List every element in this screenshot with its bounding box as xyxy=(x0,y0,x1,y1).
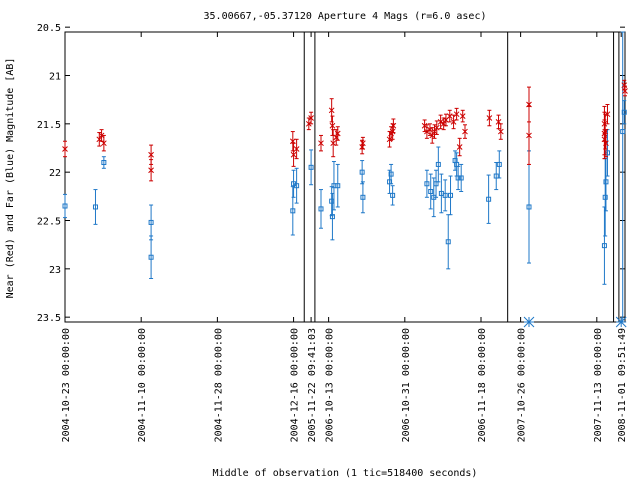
far-point xyxy=(92,204,98,210)
near-point xyxy=(318,140,324,147)
near-point xyxy=(497,128,504,135)
near-point xyxy=(305,120,312,127)
x-tick-label: 2005-11-22 09:41:03 xyxy=(307,328,318,442)
far-point xyxy=(335,183,341,189)
y-tick-label: 23 xyxy=(49,265,61,276)
near-point xyxy=(421,122,428,129)
near-point xyxy=(334,130,341,137)
near-point xyxy=(329,122,336,129)
near-point xyxy=(429,132,436,139)
near-point xyxy=(486,115,493,121)
near-point xyxy=(446,113,453,119)
x-tick-label: 2007-11-13 00:00:00 xyxy=(593,328,604,442)
big-star-marker xyxy=(523,316,535,328)
far-point xyxy=(448,192,454,198)
x-axis-label: Middle of observation (1 tic=518400 seco… xyxy=(213,468,478,479)
far-point xyxy=(486,196,492,202)
x-tick-label: 2006-11-18 00:00:00 xyxy=(477,328,488,442)
near-series xyxy=(62,79,628,182)
far-point xyxy=(620,129,626,135)
x-tick-label: 2006-10-13 00:00:00 xyxy=(325,328,336,442)
near-point xyxy=(98,132,105,139)
far-point xyxy=(359,169,365,175)
near-point xyxy=(526,132,532,139)
near-point xyxy=(308,115,314,121)
far-point xyxy=(290,208,296,214)
y-tick-label: 20.5 xyxy=(37,23,61,34)
big-star-marker xyxy=(615,316,627,328)
segment-break-lines xyxy=(303,32,620,322)
x-tick-label: 2004-11-28 00:00:00 xyxy=(213,328,224,442)
far-point xyxy=(148,254,154,260)
far-point xyxy=(428,189,434,194)
far-point xyxy=(455,175,461,181)
near-point xyxy=(62,146,68,152)
far-point xyxy=(442,192,448,198)
far-point xyxy=(424,181,430,187)
near-point xyxy=(328,107,335,114)
far-point xyxy=(601,243,607,249)
x-tick-label: 2007-10-26 00:00:00 xyxy=(517,328,528,442)
near-point xyxy=(603,140,609,147)
far-point xyxy=(318,206,324,212)
y-tick-label: 23.5 xyxy=(37,313,61,324)
far-point xyxy=(148,219,154,225)
far-point xyxy=(458,175,464,181)
near-point xyxy=(456,144,463,150)
far-point xyxy=(390,192,396,198)
x-axis: 2004-10-23 00:00:00 2004-11-10 00:00:00 20… xyxy=(61,32,628,442)
y-tick-label: 21 xyxy=(49,72,61,83)
near-point xyxy=(437,119,444,125)
near-point xyxy=(459,113,466,119)
y-tick-label: 22 xyxy=(49,168,61,179)
far-point xyxy=(308,164,314,170)
near-point xyxy=(389,128,396,135)
far-point xyxy=(493,173,499,179)
x-tick-label: 2004-10-23 00:00:00 xyxy=(61,328,72,442)
near-point xyxy=(462,128,468,135)
y-tick-label: 21.5 xyxy=(37,120,61,131)
near-point xyxy=(148,151,154,158)
x-tick-label: 2006-10-31 00:00:00 xyxy=(401,328,412,442)
far-point xyxy=(603,179,609,185)
near-point xyxy=(621,82,628,89)
far-point xyxy=(388,171,394,177)
near-point xyxy=(101,140,107,147)
far-point xyxy=(329,214,335,220)
far-point xyxy=(621,109,627,115)
near-point xyxy=(453,111,460,118)
near-point xyxy=(290,151,297,158)
near-point xyxy=(622,88,628,94)
y-tick-label: 22.5 xyxy=(37,217,61,228)
far-point xyxy=(294,183,300,189)
x-tick-label: 2004-11-10 00:00:00 xyxy=(137,328,148,442)
near-point xyxy=(148,167,154,174)
far-point xyxy=(62,203,68,209)
near-point xyxy=(293,146,300,152)
near-point xyxy=(431,128,438,135)
near-point xyxy=(604,111,611,118)
near-point xyxy=(433,124,440,131)
far-point xyxy=(602,194,608,200)
far-point xyxy=(360,194,366,200)
big-markers xyxy=(523,316,627,328)
x-tick-label: 2004-12-16 00:00:00 xyxy=(290,328,301,442)
far-point xyxy=(101,160,107,165)
far-point xyxy=(496,161,502,167)
chart-title: 35.00667,-05.37120 Aperture 4 Mags (r=6.… xyxy=(204,11,487,22)
y-axis-label: Near (Red) and Far (Blue) Magnitude [AB] xyxy=(5,58,16,299)
near-point xyxy=(390,122,397,129)
far-point xyxy=(435,161,441,167)
x-tick-label: 2008-11-01 09:51:49 xyxy=(617,328,628,442)
far-series xyxy=(62,31,627,323)
far-point xyxy=(433,181,439,187)
far-point xyxy=(526,204,532,210)
near-point xyxy=(424,128,430,135)
plot-frame xyxy=(64,31,626,323)
near-point xyxy=(360,140,366,147)
far-point xyxy=(445,239,451,245)
